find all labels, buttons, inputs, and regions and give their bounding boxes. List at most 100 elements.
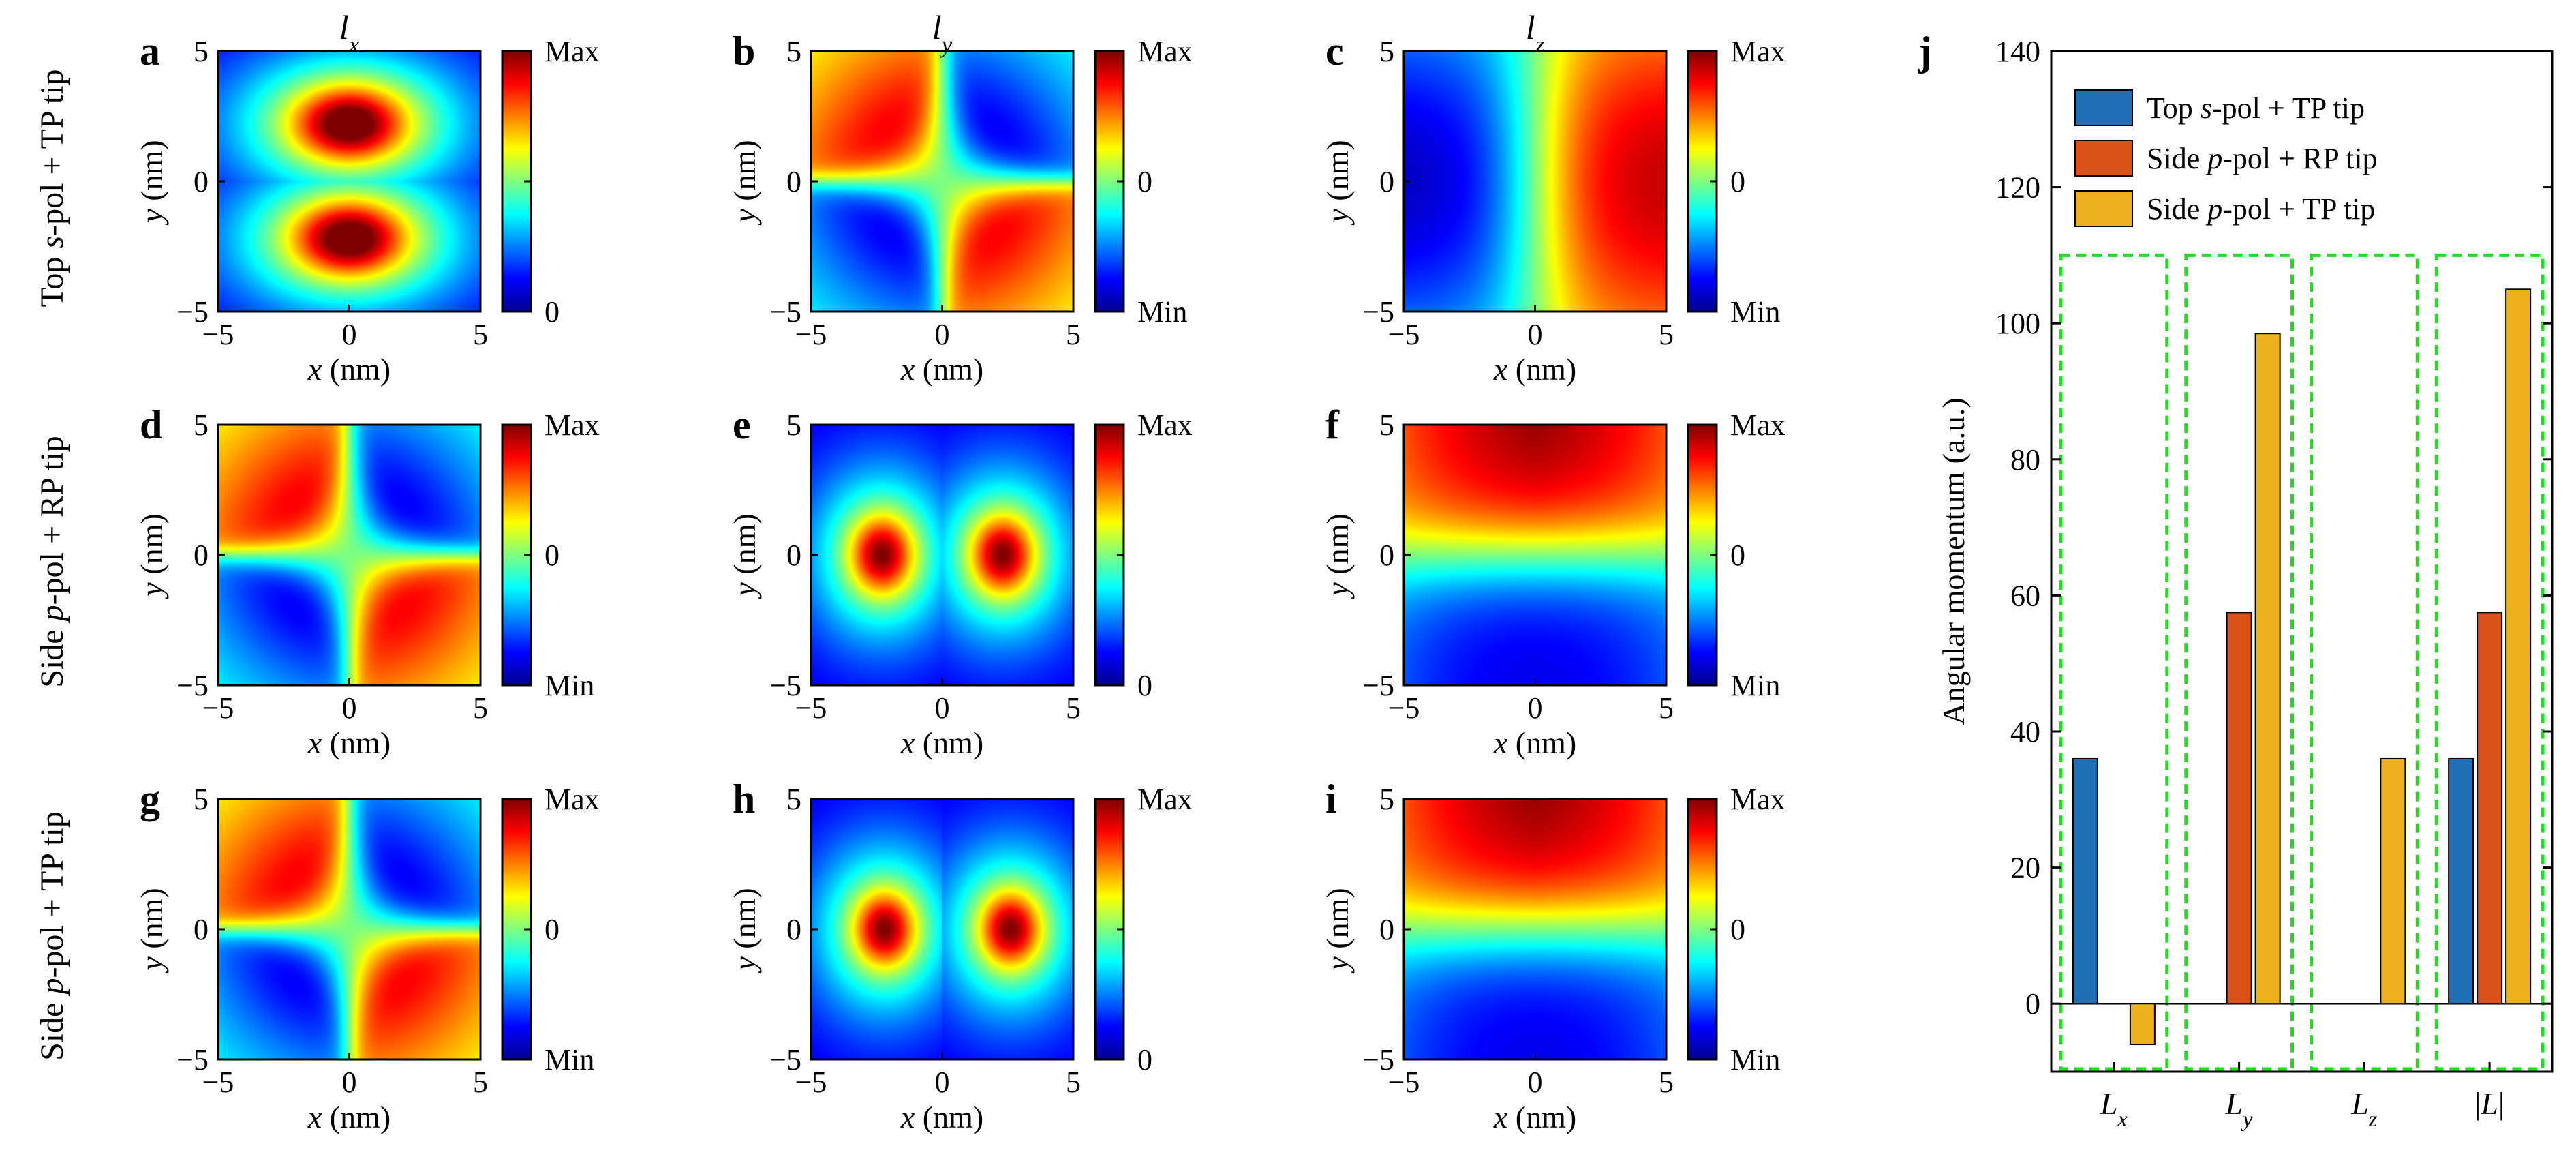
y-tick-label-part: 80 xyxy=(2010,443,2040,477)
legend-entry-part: -pol + TP tip xyxy=(2222,192,2375,226)
category-label-part: L xyxy=(2225,1086,2243,1121)
colorbar-label: 0 xyxy=(1730,165,1745,198)
panel-title: lz xyxy=(1526,8,1545,58)
row-label-2: Side p-pol + RP tip xyxy=(34,436,70,687)
colorbar xyxy=(1094,798,1125,1061)
legend-swatch xyxy=(2074,89,2133,126)
x-tick-label-part: 0 xyxy=(935,691,950,725)
x-tick-label: 0 xyxy=(1528,318,1543,351)
panel-title-part: y xyxy=(940,31,953,58)
category-label-part: | xyxy=(2474,1086,2481,1121)
y-axis-label-part: (nm) xyxy=(1320,513,1355,582)
y-axis-label-part: (nm) xyxy=(727,513,762,582)
y-tick-label: −5 xyxy=(1362,1043,1394,1076)
y-axis-label-part: y xyxy=(134,209,169,226)
y-tick-label-part: 0 xyxy=(786,913,801,946)
x-axis-label-part: (nm) xyxy=(1507,725,1576,760)
x-axis-label-part: x xyxy=(307,725,322,760)
y-axis-label: y (nm) xyxy=(1320,888,1355,973)
x-axis-label-part: x xyxy=(900,1100,915,1134)
colorbar-label: 0 xyxy=(1137,165,1152,198)
x-tick-label: 5 xyxy=(473,691,488,725)
legend-entry-part: p xyxy=(2205,142,2222,175)
y-tick-label-part: 0 xyxy=(786,165,801,198)
y-tick-label-part: −5 xyxy=(1362,669,1394,702)
colorbar-label-part: Max xyxy=(1730,35,1785,68)
colorbar-label-part: 0 xyxy=(1137,1043,1152,1076)
y-tick-label-part: −5 xyxy=(1362,295,1394,329)
y-tick-label: 140 xyxy=(1995,35,2040,68)
category-label-part: y xyxy=(2241,1106,2253,1131)
y-tick-label: 5 xyxy=(194,783,209,816)
x-tick-label-part: −5 xyxy=(1388,318,1420,351)
x-tick-label: 0 xyxy=(1528,1066,1543,1099)
y-tick-label-part: 140 xyxy=(1995,35,2040,68)
panel-label-h-part: h xyxy=(733,776,755,821)
colorbar-label-part: Max xyxy=(1730,783,1785,816)
heatmap-image xyxy=(1404,799,1666,1059)
y-axis-label-part: y xyxy=(1320,956,1355,974)
heatmap-image xyxy=(218,425,480,685)
panel-label-i-part: i xyxy=(1325,776,1337,821)
y-axis-label-part: (nm) xyxy=(727,140,762,209)
bar-plot-frame xyxy=(2050,50,2554,1073)
x-tick-label: 0 xyxy=(935,1066,950,1099)
legend-entry: Top s-pol + TP tip xyxy=(2147,91,2365,125)
x-tick-label: 5 xyxy=(1659,691,1674,725)
heatmap-image xyxy=(218,51,480,312)
y-tick-label: 0 xyxy=(194,539,209,572)
colorbar-label-part: Max xyxy=(1137,783,1193,816)
legend-entry-part: p xyxy=(2205,192,2222,226)
heatmap-image xyxy=(811,425,1073,685)
y-tick-label: −5 xyxy=(769,295,801,329)
x-tick-label: −5 xyxy=(202,691,234,725)
y-tick-label: 5 xyxy=(786,783,801,816)
y-tick-label: 120 xyxy=(1995,171,2040,205)
category-label-part: L xyxy=(2100,1086,2118,1121)
x-tick-label: 0 xyxy=(342,1066,357,1099)
x-tick-label-part: 0 xyxy=(1528,318,1543,351)
y-tick-label-part: −5 xyxy=(177,1043,209,1076)
y-tick-label-part: 0 xyxy=(194,165,209,198)
bar-series-3-0 xyxy=(2129,1003,2156,1046)
y-tick-label: 80 xyxy=(2010,443,2040,477)
x-axis-label: x (nm) xyxy=(900,1100,983,1134)
x-tick-label-part: 0 xyxy=(342,318,357,351)
y-tick-label-part: 0 xyxy=(1379,165,1394,198)
y-axis-label: y (nm) xyxy=(1320,513,1355,599)
x-axis-label-part: (nm) xyxy=(1507,352,1576,387)
heatmap-image xyxy=(218,799,480,1059)
x-tick-label: 0 xyxy=(935,691,950,725)
row-label-2-part: -pol + RP tip xyxy=(34,436,70,605)
y-tick-label-part: 0 xyxy=(1379,913,1394,946)
x-tick-label-part: 0 xyxy=(935,318,950,351)
x-axis-label-part: x xyxy=(307,1100,322,1134)
x-axis-label: x (nm) xyxy=(900,725,983,760)
y-tick-label-part: 5 xyxy=(786,783,801,816)
y-tick-label: −5 xyxy=(769,669,801,702)
y-axis-label: y (nm) xyxy=(727,140,762,225)
x-axis-label: x (nm) xyxy=(1493,725,1576,760)
y-tick-label-part: 5 xyxy=(194,783,209,816)
panel-title-part: l xyxy=(1526,8,1535,46)
colorbar-label-part: 0 xyxy=(545,539,559,572)
y-tick-label-part: −5 xyxy=(177,669,209,702)
colorbar-label-part: Min xyxy=(1730,1043,1780,1076)
y-tick-label-part: −5 xyxy=(177,295,209,329)
category-label-part: z xyxy=(2368,1106,2378,1131)
colorbar-label: 0 xyxy=(545,913,559,946)
category-label-part: x xyxy=(2117,1106,2128,1131)
panel-label-g: g xyxy=(140,776,160,821)
x-tick-label: 0 xyxy=(342,691,357,725)
colorbar-label-part: Min xyxy=(1730,669,1780,702)
panel-label-f-part: f xyxy=(1325,402,1340,447)
x-axis-label: x (nm) xyxy=(307,725,390,760)
x-axis-label: x (nm) xyxy=(1493,1100,1576,1134)
colorbar-label: Max xyxy=(1137,35,1193,68)
x-tick-label-part: −5 xyxy=(795,691,827,725)
